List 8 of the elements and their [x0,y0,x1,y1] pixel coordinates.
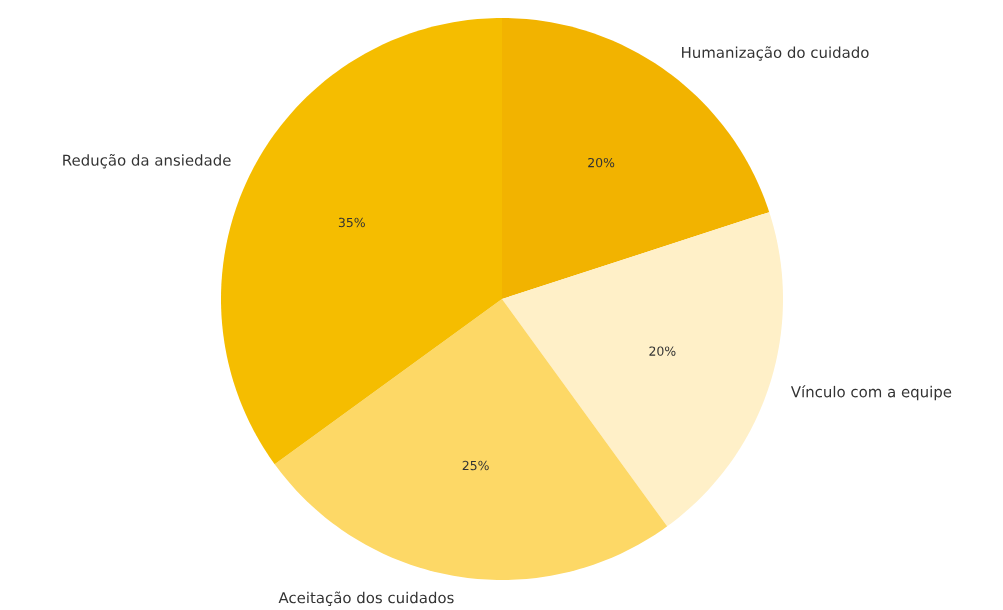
data-label: 25% [462,460,489,471]
data-label: 20% [588,157,615,168]
slice-label: Redução da ansiedade [63,153,231,169]
slice-label: Vínculo com a equipe [790,385,952,401]
slice-label: Aceitação dos cuidados [278,591,454,606]
slice-label: Humanização do cuidado [682,46,869,61]
data-label: 20% [649,346,676,356]
data-label: 35% [338,217,365,228]
